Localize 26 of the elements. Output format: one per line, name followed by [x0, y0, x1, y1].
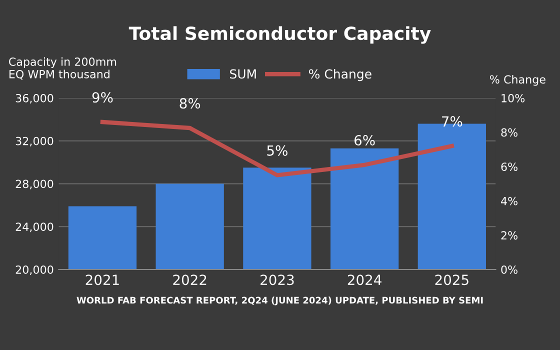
y2-tick-label: 6% [501, 162, 518, 171]
data-label: 8% [180, 98, 200, 109]
legend-label: SUM [230, 69, 256, 79]
chart-title: Total Semiconductor Capacity [128, 26, 431, 44]
y-tick-label: 36,000 [16, 94, 54, 104]
y-tick-label: 24,000 [16, 222, 54, 232]
y2-tick-label: 8% [501, 128, 518, 137]
data-label: 5% [267, 145, 288, 156]
data-label: 6% [354, 135, 375, 146]
y2-axis-title: % Change [490, 74, 546, 86]
y2-tick-label: 2% [501, 231, 518, 240]
x-tick-label: 2025 [435, 274, 468, 286]
data-label: 9% [92, 92, 113, 103]
y2-tick-label: 0% [501, 265, 518, 274]
x-tick-label: 2022 [173, 274, 206, 286]
y-tick-label: 28,000 [16, 180, 54, 190]
legend-label: % Change [309, 69, 372, 82]
x-tick-label: 2021 [86, 274, 119, 286]
y-tick-label: 32,000 [16, 136, 54, 146]
y2-tick-label: 10% [502, 94, 525, 102]
y-axis-title: Capacity in 200mm EQ WPM thousand [9, 57, 116, 80]
y-tick-label: 20,000 [16, 265, 54, 276]
y2-tick-label: 4% [501, 196, 518, 206]
x-tick-label: 2023 [260, 274, 294, 286]
x-tick-label: 2024 [348, 274, 382, 286]
text: WORLD FAB FORECAST REPORT, 2Q24 (JUNE 2024) UPDATE, PUBLISHED BY SEMI [76, 296, 483, 306]
